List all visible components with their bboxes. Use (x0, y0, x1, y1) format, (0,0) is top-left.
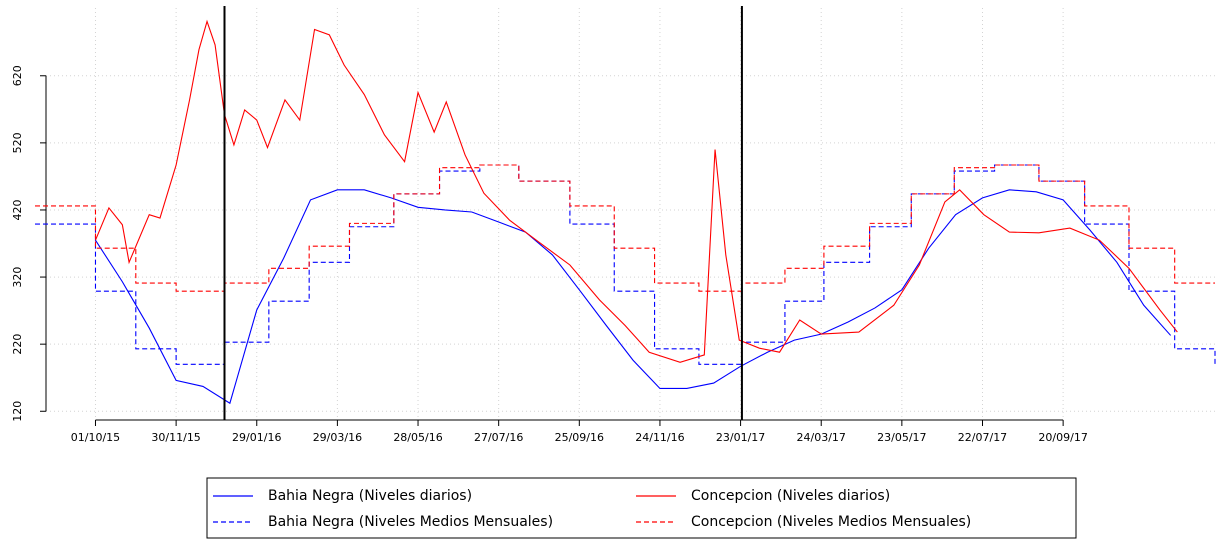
x-tick-label: 29/01/16 (232, 431, 281, 444)
x-tick-label: 24/11/16 (635, 431, 684, 444)
legend-label: Bahia Negra (Niveles diarios) (268, 488, 472, 504)
x-tick-label: 20/09/17 (1038, 431, 1087, 444)
step-line (35, 164, 1215, 292)
y-tick-label: 620 (11, 65, 24, 86)
legend-label: Concepcion (Niveles diarios) (691, 488, 890, 504)
y-tick-label: 420 (11, 199, 24, 220)
legend: Bahia Negra (Niveles diarios) Bahia Negra… (213, 488, 971, 530)
x-tick-label: 25/09/16 (555, 431, 604, 444)
legend-label: Concepcion (Niveles Medios Mensuales) (691, 514, 971, 530)
series-line (95, 189, 1172, 405)
y-tick-label: 320 (11, 267, 24, 288)
x-tick-label: 30/11/15 (151, 431, 200, 444)
x-tick-label: 23/01/17 (716, 431, 765, 444)
step-line (35, 164, 1216, 365)
legend-box (206, 477, 1077, 539)
x-tick-label: 27/07/16 (474, 431, 523, 444)
x-tick-label: 24/03/17 (797, 431, 846, 444)
x-tick-label: 22/07/17 (958, 431, 1007, 444)
x-tick-label: 29/03/16 (313, 431, 362, 444)
x-tick-label: 28/05/16 (393, 431, 442, 444)
y-tick-label: 120 (11, 401, 24, 422)
plot-area: 120 220 320 420 520 620 01/10/15 30/11/15 29/01/… (11, 6, 1216, 444)
x-tick-label: 23/05/17 (877, 431, 926, 444)
y-tick-label: 520 (11, 132, 24, 153)
series-line (94, 19, 1178, 363)
legend-label: Bahia Negra (Niveles Medios Mensuales) (268, 514, 553, 530)
y-tick-label: 220 (11, 334, 24, 355)
x-tick-label: 01/10/15 (71, 431, 120, 444)
